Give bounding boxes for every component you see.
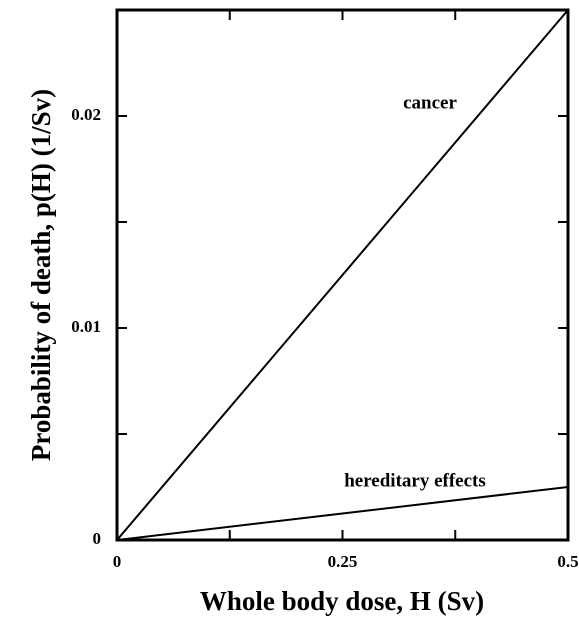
x-axis-title: Whole body dose, H (Sv) [200, 586, 484, 616]
x-tick-label: 0 [113, 552, 122, 571]
series-line [116, 486, 569, 541]
y-axis-title: Probability of death, p(H) (1/Sv) [26, 89, 56, 461]
x-tick-label: 0.25 [328, 552, 358, 571]
series-label: cancer [403, 92, 457, 113]
y-tick-label: 0.02 [71, 105, 101, 124]
y-tick-label: 0 [93, 529, 102, 548]
plot-frame [115, 8, 570, 542]
x-tick-label: 0.5 [557, 552, 578, 571]
series-label: hereditary effects [344, 470, 486, 491]
series-line [116, 9, 569, 541]
y-tick-label: 0.01 [71, 317, 101, 336]
